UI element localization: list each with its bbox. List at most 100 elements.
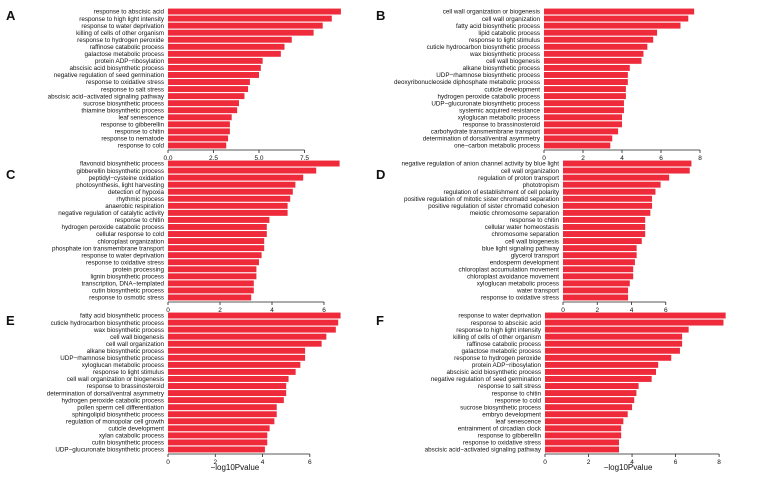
category-label: xyloglucan metabolic process bbox=[82, 362, 164, 369]
category-label: xyloglucan metabolic process bbox=[477, 281, 559, 288]
x-tick-label: 0 bbox=[561, 307, 565, 314]
category-label: response to gibberellin bbox=[101, 122, 165, 129]
category-label: raffinose catabolic process bbox=[90, 44, 164, 51]
category-label: response to oxidative stress bbox=[481, 295, 559, 302]
category-label: carbohydrate transmembrane transport bbox=[431, 129, 540, 136]
bar bbox=[168, 425, 270, 432]
bar bbox=[544, 142, 611, 149]
category-label: cell wall biogenesis bbox=[110, 334, 164, 341]
category-label: response to water deprivation bbox=[458, 313, 541, 320]
x-tick-label: 4 bbox=[270, 307, 274, 314]
category-label: UDP−glucuronate biosynthetic process bbox=[55, 447, 164, 454]
category-label: killing of cells of other organism bbox=[76, 30, 164, 37]
x-tick-label: 2 bbox=[595, 307, 599, 314]
category-label: wax biosynthetic process bbox=[469, 51, 540, 58]
category-label: cuticle development bbox=[484, 86, 540, 93]
category-label: determination of dorsal/ventral asymmetr… bbox=[47, 390, 165, 397]
x-tick-label: 4 bbox=[261, 459, 265, 466]
category-label: response to hydrogen peroxide bbox=[77, 37, 164, 44]
category-label: entrainment of circadian clock bbox=[458, 426, 542, 433]
category-label: cutin biosynthetic process bbox=[92, 288, 164, 295]
bar bbox=[168, 368, 296, 375]
bar bbox=[168, 326, 336, 333]
category-label: one−carbon metabolic process bbox=[454, 143, 540, 150]
bar bbox=[563, 174, 670, 181]
bar bbox=[168, 107, 238, 114]
bar bbox=[168, 390, 287, 397]
panel-letter: A bbox=[6, 8, 16, 23]
bar bbox=[168, 245, 265, 252]
category-label: leaf senescence bbox=[495, 418, 541, 425]
category-label: gibberellin biosynthetic process bbox=[76, 168, 164, 175]
bar bbox=[168, 128, 230, 135]
bar bbox=[545, 446, 619, 453]
bar bbox=[545, 319, 724, 326]
category-label: phototropism bbox=[523, 182, 559, 189]
category-label: response to oxidative stress bbox=[86, 79, 164, 86]
category-label: galactose metabolic process bbox=[85, 51, 164, 58]
category-label: anaerobic respiration bbox=[105, 203, 164, 210]
panel-letter: E bbox=[6, 313, 15, 328]
bar bbox=[545, 361, 659, 368]
bar bbox=[168, 383, 287, 389]
category-label: rhythmic process bbox=[116, 196, 164, 203]
bar bbox=[168, 446, 265, 453]
category-label: response to cold bbox=[495, 397, 542, 404]
bar bbox=[563, 209, 651, 216]
bar bbox=[168, 15, 332, 22]
x-tick-label: 0 bbox=[543, 459, 547, 466]
bar bbox=[168, 340, 322, 347]
category-label: cell wall biogenesis bbox=[505, 238, 559, 245]
category-label: alkane biosynthetic process bbox=[463, 65, 540, 72]
bar bbox=[168, 100, 239, 107]
category-label: abscisic acid−activated signaling pathwa… bbox=[48, 93, 165, 100]
category-label: positive regulation of sister chromatid … bbox=[428, 203, 559, 210]
category-label: cell wall organization bbox=[106, 341, 165, 348]
x-tick-label: 2 bbox=[581, 155, 585, 162]
category-label: negative regulation of anion channel act… bbox=[401, 161, 559, 168]
x-tick-label: 6 bbox=[659, 155, 663, 162]
category-label: protein ADP−ribosylation bbox=[95, 58, 165, 65]
bar bbox=[168, 432, 268, 439]
bar bbox=[168, 202, 288, 209]
category-label: UDP−glucuronate biosynthetic process bbox=[431, 100, 540, 107]
category-label: determination of dorsal/ventral asymmetr… bbox=[423, 136, 541, 143]
category-label: water transport bbox=[516, 288, 559, 295]
bar bbox=[544, 107, 624, 114]
bar bbox=[168, 347, 306, 354]
category-label: sphingolipid biosynthetic process bbox=[72, 411, 164, 418]
bar bbox=[544, 93, 626, 100]
bar bbox=[544, 121, 622, 128]
category-label: negative regulation of catalytic activit… bbox=[58, 210, 165, 217]
bar bbox=[168, 224, 267, 230]
category-label: response to nematode bbox=[101, 136, 164, 143]
category-label: cell wall organization bbox=[501, 168, 560, 175]
bar bbox=[168, 64, 261, 71]
bar bbox=[545, 368, 656, 375]
x-tick-label: 0 bbox=[166, 459, 170, 466]
bar bbox=[563, 181, 661, 188]
bar bbox=[563, 195, 653, 202]
bar bbox=[563, 160, 692, 167]
category-label: peptidyl−cysteine oxidation bbox=[89, 175, 165, 182]
category-label: hydrogen peroxide catabolic process bbox=[61, 224, 164, 231]
category-label: response to brassinosteroid bbox=[463, 122, 541, 129]
bar bbox=[168, 142, 227, 149]
category-label: transcription, DNA−templated bbox=[82, 281, 165, 288]
category-label: regulation of proton transport bbox=[478, 175, 559, 182]
category-label: response to light stimulus bbox=[469, 37, 540, 44]
bar bbox=[544, 64, 630, 71]
bar bbox=[563, 252, 637, 259]
category-label: chloroplast avoidance movement bbox=[467, 274, 559, 281]
category-label: regulation of monopolar cell growth bbox=[66, 418, 165, 425]
category-label: wax biosynthetic process bbox=[93, 327, 164, 334]
category-label: negative regulation of seed germination bbox=[431, 376, 542, 383]
bar bbox=[545, 326, 689, 333]
panel-letter: F bbox=[376, 313, 384, 328]
category-label: raffinose catabolic process bbox=[467, 341, 541, 348]
bar bbox=[168, 287, 254, 294]
